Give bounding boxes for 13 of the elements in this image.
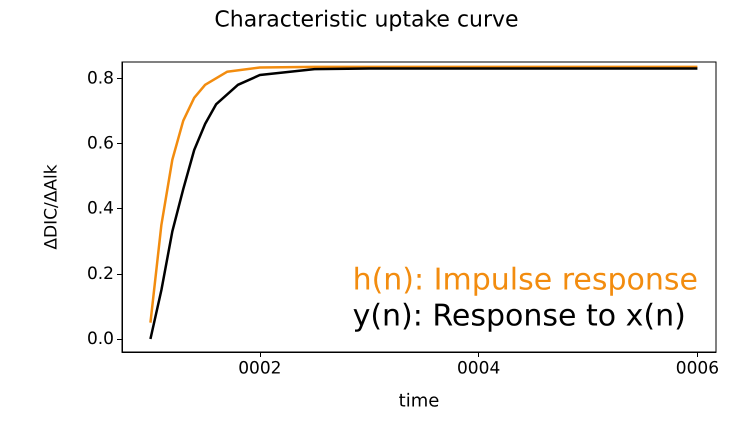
x-tick-label: 0004 [456,358,500,378]
x-tick-label: 0006 [676,358,720,378]
text: y(n): Response to x(n) [352,298,686,334]
y-axis-title: ΔDIC/ΔAlk [42,164,62,250]
x-axis-title: time [398,390,440,412]
y-tick-label: 0.8 [86,68,114,88]
chart-title: Characteristic uptake curve [214,8,519,32]
y-tick-label: 0.4 [86,198,114,219]
y-tick-label: 0.0 [86,328,114,349]
x-tick-label: 0002 [238,358,282,378]
y-tick-label: 0.2 [86,264,114,284]
text: h(n): Impulse response [352,262,698,298]
y-tick-label: 0.6 [86,133,114,154]
